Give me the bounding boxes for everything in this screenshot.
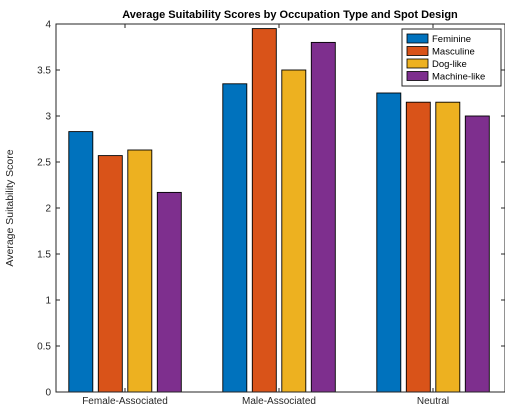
legend-label: Dog-like <box>432 59 467 70</box>
bars-group <box>68 28 490 393</box>
bar-machine-like-0 <box>156 191 182 393</box>
y-tick-label: 2 <box>45 204 51 215</box>
bar-feminine-1 <box>222 83 248 393</box>
bar-dog-like-2 <box>435 101 461 393</box>
legend-label: Machine-like <box>432 72 485 83</box>
y-tick-label: 3.5 <box>37 66 51 77</box>
x-axis-ticks: Female-Associated Male-Associated Neutral <box>82 24 449 407</box>
bar-feminine-0 <box>68 131 94 393</box>
bar-masculine-2 <box>405 101 431 393</box>
legend-swatch <box>406 71 429 81</box>
bar-masculine-1 <box>251 28 277 393</box>
legend-swatch <box>406 46 429 56</box>
y-tick-label: 1 <box>45 296 51 307</box>
y-axis-label: Average Suitability Score <box>4 149 16 266</box>
bar-masculine-0 <box>97 155 123 393</box>
legend-swatch <box>406 33 429 44</box>
legend-swatch <box>406 58 429 69</box>
chart-title: Average Suitability Scores by Occupation… <box>122 9 458 21</box>
y-tick-label: 4 <box>45 20 51 31</box>
legend-label: Masculine <box>432 47 475 58</box>
y-tick-label: 0.5 <box>37 342 51 353</box>
bar-machine-like-1 <box>310 41 336 393</box>
bar-feminine-2 <box>376 92 402 393</box>
y-tick-label: 3 <box>45 112 51 123</box>
y-tick-label: 2.5 <box>37 158 51 169</box>
x-tick-label: Female-Associated <box>82 396 168 407</box>
x-tick-label: Neutral <box>417 396 449 407</box>
bar-dog-like-1 <box>281 69 307 393</box>
y-axis-ticks: 0 0.5 1 1.5 2 2.5 3 3.5 4 <box>37 20 505 399</box>
legend-label: Feminine <box>432 34 471 45</box>
y-tick-label: 1.5 <box>37 250 51 261</box>
y-tick-label: 0 <box>45 388 51 399</box>
x-tick-label: Male-Associated <box>242 396 316 407</box>
bar-dog-like-0 <box>127 149 153 393</box>
bar-machine-like-2 <box>464 115 490 393</box>
